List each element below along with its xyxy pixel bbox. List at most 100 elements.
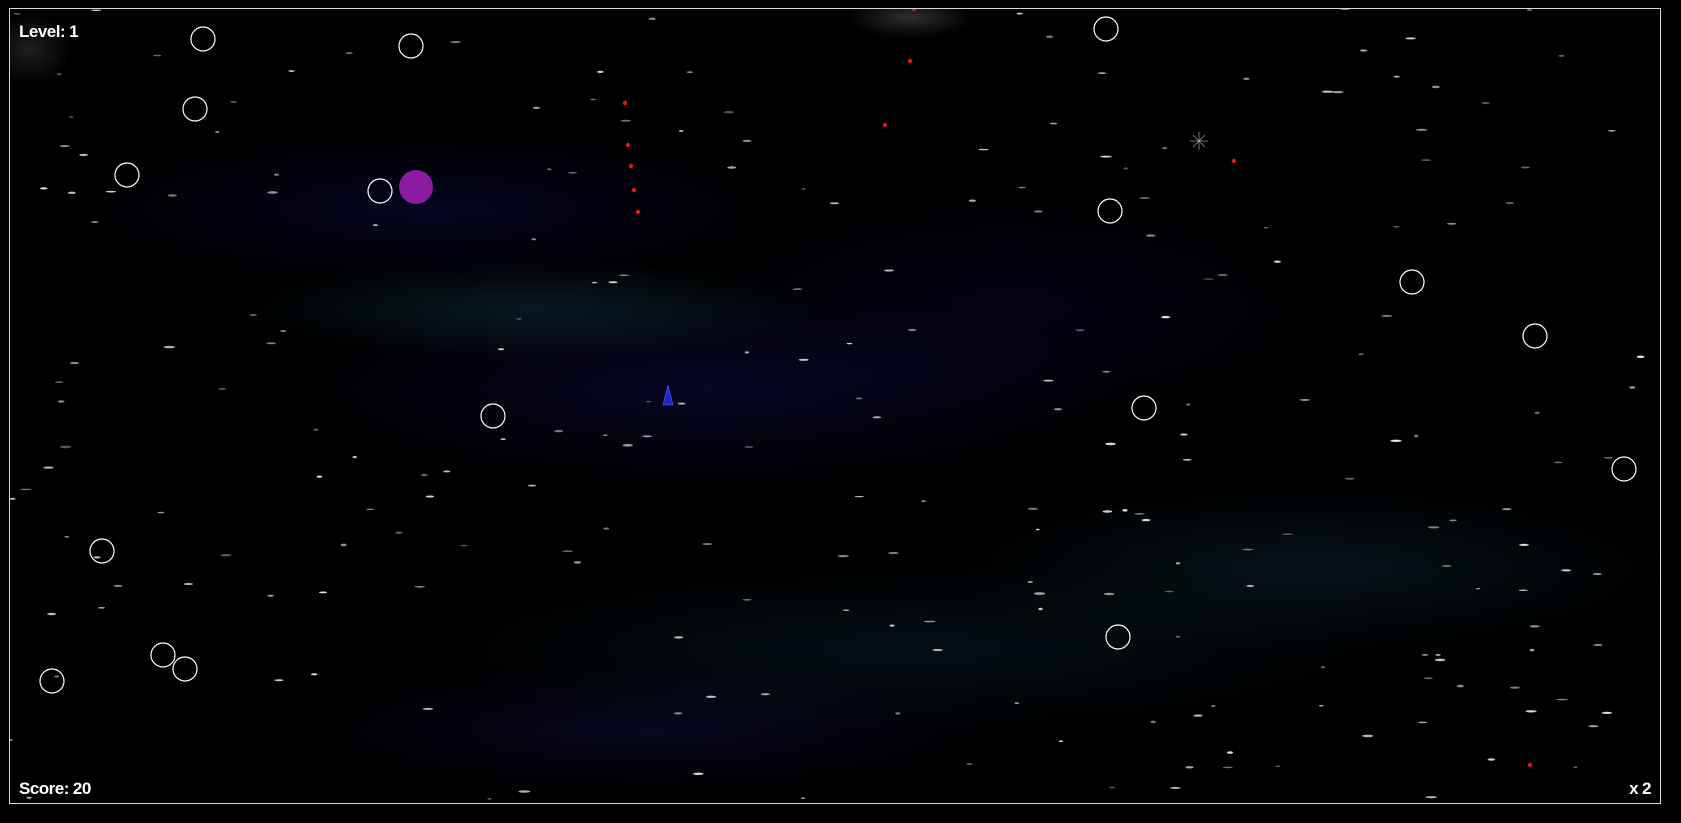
star [527, 484, 537, 487]
asteroid[interactable] [1131, 395, 1157, 421]
bullet [625, 142, 631, 148]
star [1358, 353, 1364, 356]
star [450, 41, 461, 43]
star [1421, 159, 1431, 161]
asteroid[interactable] [1105, 624, 1131, 650]
star [705, 695, 717, 698]
star [414, 586, 426, 588]
star [895, 712, 901, 715]
star [1053, 408, 1063, 411]
star [532, 106, 541, 110]
asteroid[interactable] [172, 656, 198, 682]
star [1607, 130, 1616, 132]
star [1150, 720, 1156, 724]
star [1193, 714, 1203, 717]
star [1169, 786, 1181, 789]
asteroid[interactable] [182, 96, 208, 122]
star [1164, 590, 1174, 593]
star [1035, 528, 1040, 531]
star [677, 402, 686, 405]
star [215, 131, 220, 133]
star [1629, 386, 1636, 389]
star [1529, 625, 1540, 628]
asteroid[interactable] [89, 538, 115, 564]
player-ship-icon[interactable] [662, 384, 674, 406]
star [966, 763, 973, 766]
star [57, 400, 65, 403]
level-indicator: Level: 1 [19, 22, 79, 42]
star [395, 531, 403, 534]
star [1049, 122, 1058, 125]
star [1246, 584, 1255, 588]
star [1263, 227, 1268, 229]
star [497, 348, 505, 351]
star [608, 281, 618, 284]
star [1017, 186, 1027, 189]
star [1217, 274, 1228, 276]
asteroid[interactable] [1097, 198, 1123, 224]
star [460, 544, 468, 547]
star [1281, 533, 1293, 535]
star [1222, 766, 1233, 769]
asteroid[interactable] [39, 668, 65, 694]
star [1520, 166, 1530, 169]
asteroid[interactable] [150, 642, 176, 668]
star [932, 648, 944, 652]
star [1441, 564, 1452, 568]
star [1016, 12, 1023, 15]
star [422, 707, 434, 710]
asteroid[interactable] [1611, 456, 1637, 482]
star [1014, 702, 1020, 704]
playfield[interactable] [10, 9, 1661, 804]
star [10, 739, 14, 742]
asteroid[interactable] [114, 162, 140, 188]
star [13, 13, 21, 15]
asteroid[interactable] [480, 403, 506, 429]
star [288, 70, 295, 72]
score-indicator: Score: 20 [19, 779, 91, 799]
star [1501, 508, 1512, 510]
star [1299, 399, 1311, 401]
star [1456, 684, 1464, 688]
star [837, 555, 849, 558]
star [596, 70, 604, 73]
star [319, 591, 327, 594]
star [1180, 433, 1188, 436]
star [562, 550, 574, 553]
asteroid-group [39, 16, 1637, 694]
multiplier-value: 2 [1642, 779, 1651, 798]
star [1273, 260, 1281, 263]
star [79, 153, 88, 157]
star [163, 345, 176, 349]
star [1415, 128, 1428, 131]
star [90, 9, 102, 11]
asteroid[interactable] [190, 26, 216, 52]
star [313, 428, 319, 431]
star [1509, 686, 1520, 689]
asteroid[interactable] [367, 178, 393, 204]
asteroid[interactable] [1522, 323, 1548, 349]
asteroid[interactable] [1399, 269, 1425, 295]
star [345, 51, 353, 55]
star [1561, 569, 1572, 572]
star [1362, 734, 1374, 738]
star [1417, 721, 1428, 724]
star [573, 561, 582, 564]
star [274, 173, 279, 176]
asteroid[interactable] [398, 33, 424, 59]
star [742, 599, 752, 601]
star [888, 551, 899, 555]
star [792, 288, 803, 290]
star [855, 397, 863, 400]
star [1243, 77, 1250, 81]
star [1588, 725, 1599, 728]
star [603, 527, 610, 530]
star [1431, 85, 1440, 89]
star [1102, 510, 1113, 513]
powerup-orb[interactable] [399, 170, 433, 204]
star [372, 224, 378, 227]
star [686, 71, 694, 73]
asteroid[interactable] [1093, 16, 1119, 42]
star [19, 488, 32, 491]
